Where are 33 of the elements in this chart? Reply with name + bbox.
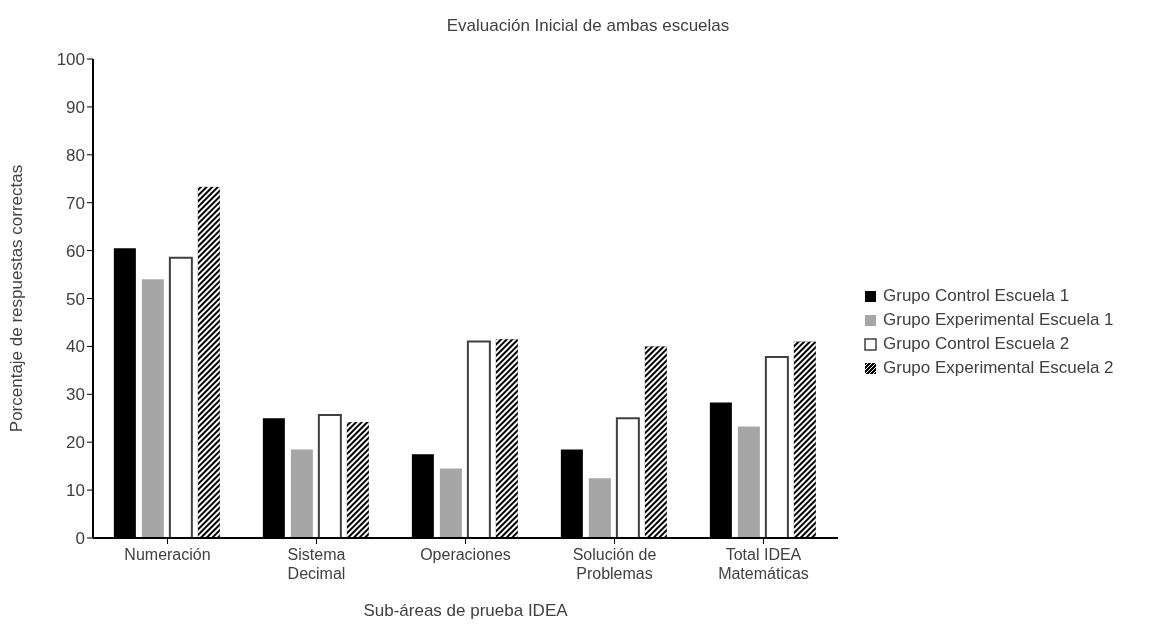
bar [764,355,789,538]
y-tick-label: 30 [66,385,85,405]
bar [168,256,193,538]
x-tick-label: Operaciones [420,546,511,563]
y-tick-label: 0 [75,529,85,549]
bar [439,468,462,538]
x-tick-label: Solución de Problemas [572,546,657,582]
x-tick-label: Numeración [124,546,211,563]
x-axis-title: Sub-áreas de prueba IDEA [363,601,569,620]
y-tick-label: 40 [66,337,85,357]
x-tick-label: Total IDEA Matemáticas [718,546,809,582]
chart-title: Evaluación Inicial de ambas escuelas [445,16,731,36]
x-tick-label: Sistema Decimal [287,546,346,582]
y-tick-label: 20 [66,433,85,453]
y-tick-label: 70 [66,193,85,213]
legend-label: Grupo Experimental Escuela 2 [883,357,1114,379]
legend-label: Grupo Experimental Escuela 1 [883,309,1114,331]
legend-label: Grupo Control Escuela 1 [883,285,1070,307]
y-tick-label: 90 [66,97,85,117]
bar [317,413,342,538]
bar [466,340,491,538]
y-tick-label: 60 [66,241,85,261]
bar [290,449,313,538]
bar [588,478,611,538]
bar [737,426,760,538]
y-tick-label: 100 [56,50,85,70]
y-axis-title: Porcentaje de respuestas correctas [7,164,27,433]
y-tick-label: 50 [66,289,85,309]
bar [141,279,164,538]
bar [615,417,640,538]
y-tick-label: 80 [66,145,85,165]
legend-label: Grupo Control Escuela 2 [883,333,1070,355]
y-tick-label: 10 [66,481,85,501]
